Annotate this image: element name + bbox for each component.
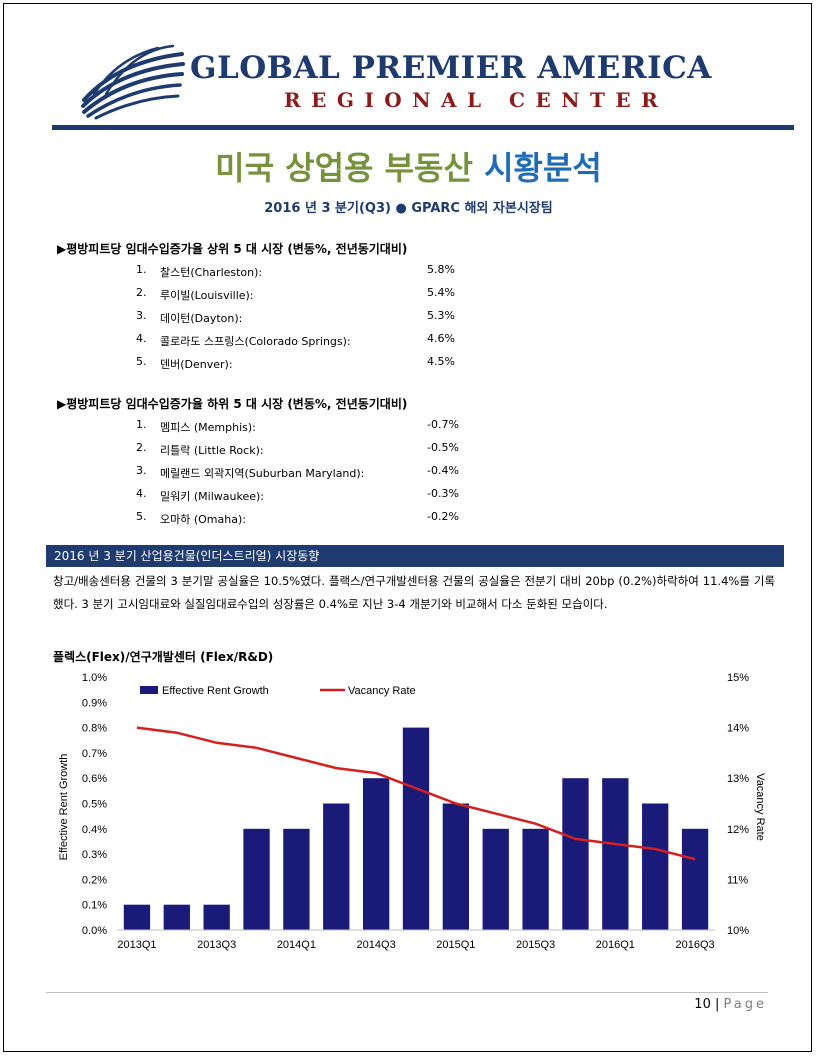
section-bar: 2016 년 3 분기 산업용건물(인더스트리얼) 시장동향 [46,545,784,567]
y-tick-label: 0.6% [82,773,107,785]
top5-num: 1. [136,263,147,276]
top5-value: 4.6% [427,332,455,345]
y2-tick-label: 12% [727,824,749,836]
top5-item: 덴버(Denver): [160,358,233,371]
top5-num: 2. [136,286,147,299]
x-tick-label: 2015Q1 [436,939,475,951]
y2-axis-label: Vacancy Rate [754,773,766,841]
bar-2015Q4 [562,778,589,930]
y2-tick-label: 15% [727,672,749,684]
page-border [3,3,812,1052]
bar-2013Q2 [163,904,190,930]
page-number: 10 [694,997,711,1012]
header-rule [52,125,794,130]
bottom5-value: -0.2% [427,510,459,523]
y-tick-label: 0.7% [82,748,107,760]
globe-logo [81,44,185,120]
bottom5-item: 메릴랜드 외곽지역(Suburban Maryland): [160,467,365,480]
bar-2013Q4 [243,828,270,930]
top5-num: 4. [136,332,147,345]
top5-item: 루이빌(Louisville): [160,289,254,302]
y-tick-label: 0.2% [82,874,107,886]
bottom5-num: 4. [136,487,147,500]
footer-rule [46,992,768,993]
bottom5-value: -0.4% [427,464,459,477]
x-tick-label: 2013Q3 [197,939,236,951]
page-separator: | [714,997,720,1012]
x-tick-label: 2014Q1 [277,939,316,951]
top5-item: 콜로라도 스프링스(Colorado Springs): [160,335,351,348]
page-footer: 10 | Page [694,997,767,1012]
chart-title: 플렉스(Flex)/연구개발센터 (Flex/R&D) [53,650,274,664]
y-tick-label: 0.5% [82,799,107,811]
top5-value: 5.4% [427,286,455,299]
bar-2016Q2 [642,803,669,930]
bar-2014Q4 [402,727,430,930]
market-paragraph: 창고/배송센터용 건물의 3 분기말 공실율은 10.5%였다. 플랙스/연구개… [53,574,775,611]
bottom5-item: 오마하 (Omaha): [160,513,246,526]
legend-line-label: Vacancy Rate [348,685,416,697]
y2-tick-label: 14% [727,723,749,735]
legend-bar-label: Effective Rent Growth [162,685,269,697]
y-tick-label: 1.0% [82,672,107,684]
top5-num: 3. [136,309,147,322]
title-part2: 시황분석 [484,149,602,187]
legend-bar-swatch [140,686,158,694]
title-part1: 미국 상업용 부동산 [215,149,473,187]
brand-name: GLOBAL PREMIER AMERICA [190,50,712,86]
y-tick-label: 0.9% [82,697,107,709]
bar-2014Q3 [362,778,390,930]
x-tick-label: 2013Q1 [117,939,156,951]
bar-2014Q1 [283,828,310,930]
y-tick-label: 0.8% [82,723,107,735]
y-tick-label: 0.0% [82,925,107,937]
bottom5-value: -0.7% [427,418,459,431]
x-tick-label: 2015Q3 [516,939,555,951]
page-word: Page [723,997,767,1012]
top5-num: 5. [136,355,147,368]
y-tick-label: 0.1% [82,900,107,912]
top5-value: 4.5% [427,355,455,368]
top5-value: 5.3% [427,309,455,322]
flex-rd-chart: 0.0% 0.1% 0.2% 0.3% 0.4% 0.5% 0.6% 0.7% 0.8% 0.9%… [45,665,773,955]
bottom5-item: 리틀락 (Little Rock): [160,444,264,457]
page-subtitle: 2016 년 3 분기(Q3) ● GPARC 해외 자본시장팀 [264,201,553,216]
bottom5-item: 밀워키 (Milwaukee): [160,490,264,503]
y-tick-label: 0.4% [82,824,107,836]
top5-item: 찰스턴(Charleston): [160,266,263,279]
bar-2015Q1 [442,803,470,930]
bar-2016Q1 [602,778,629,930]
top5-item: 데이턴(Dayton): [160,312,243,325]
vacancy-rate-line [136,726,696,861]
bottom5-value: -0.3% [427,487,459,500]
y2-tick-label: 13% [727,773,749,785]
page-title: 미국 상업용 부동산 시황분석 [0,143,817,189]
x-tick-label: 2014Q3 [357,939,396,951]
bar-2013Q1 [123,904,151,930]
top5-value: 5.8% [427,263,455,276]
y-axis-label: Effective Rent Growth [58,754,70,861]
bottom5-value: -0.5% [427,441,459,454]
bottom5-num: 3. [136,464,147,477]
bar-2015Q3 [522,828,549,930]
y-tick-label: 0.3% [82,849,107,861]
top5-heading: ▶평방피트당 임대수입증가율 상위 5 대 시장 (변동%, 전년동기대비) [57,242,408,256]
x-tick-label: 2016Q1 [596,939,635,951]
bottom5-num: 2. [136,441,147,454]
bar-2016Q3 [681,828,709,930]
bottom5-num: 1. [136,418,147,431]
bar-2014Q2 [323,803,350,930]
bottom5-heading: ▶평방피트당 임대수입증가율 하위 5 대 시장 (변동%, 전년동기대비) [57,397,408,411]
bar-2015Q2 [482,828,509,930]
bar-2013Q3 [203,904,230,930]
brand-subtitle: REGIONAL CENTER [284,88,669,112]
y2-tick-label: 10% [727,925,749,937]
x-tick-label: 2016Q3 [675,939,714,951]
bottom5-num: 5. [136,510,147,523]
y2-tick-label: 11% [727,874,748,886]
bottom5-item: 멤피스 (Memphis): [160,421,256,434]
